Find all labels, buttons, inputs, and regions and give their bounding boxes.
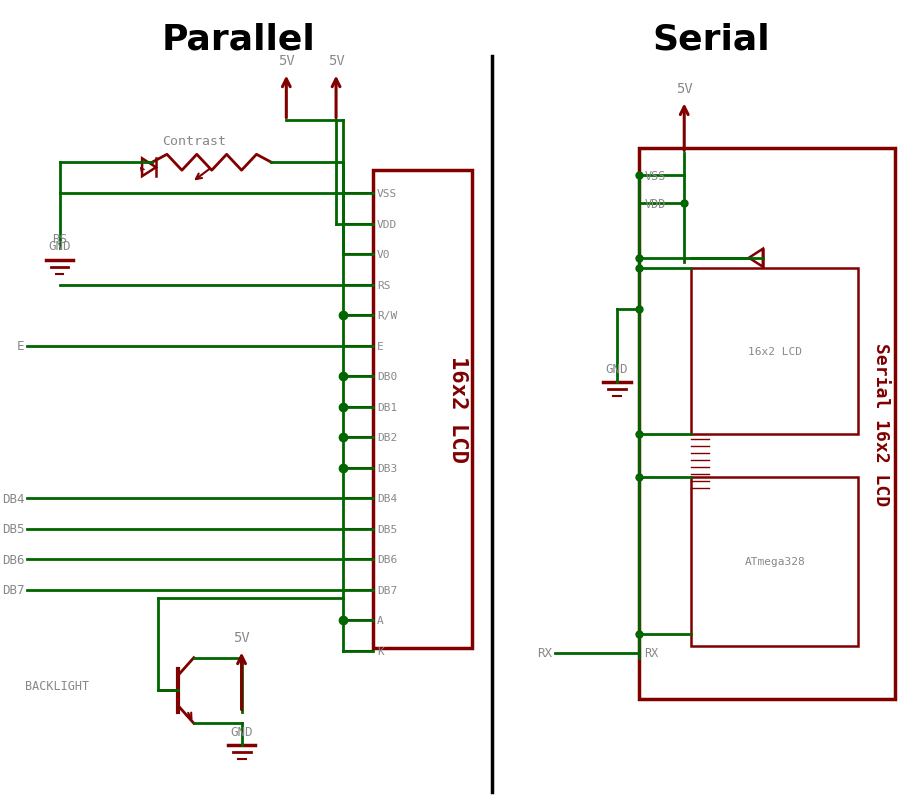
Text: GND: GND xyxy=(230,725,252,738)
Text: RS: RS xyxy=(52,233,67,246)
Bar xyxy=(691,477,858,646)
Text: E: E xyxy=(377,341,384,351)
Text: DB5: DB5 xyxy=(2,523,25,536)
Text: DB1: DB1 xyxy=(377,402,397,412)
Text: DB7: DB7 xyxy=(377,585,397,595)
Text: BACKLIGHT: BACKLIGHT xyxy=(25,679,89,692)
Text: VDD: VDD xyxy=(644,198,666,210)
Text: DB3: DB3 xyxy=(377,463,397,473)
Text: ATmega328: ATmega328 xyxy=(744,556,805,566)
Text: RX: RX xyxy=(537,646,552,659)
Text: VSS: VSS xyxy=(377,189,397,199)
Text: Serial 16x2 LCD: Serial 16x2 LCD xyxy=(872,343,890,506)
Text: E: E xyxy=(17,340,25,353)
Text: 5V: 5V xyxy=(676,82,692,96)
Text: DB5: DB5 xyxy=(377,524,397,534)
Text: DB4: DB4 xyxy=(377,494,397,503)
Text: K: K xyxy=(377,646,384,656)
Text: DB2: DB2 xyxy=(377,433,397,442)
Text: Contrast: Contrast xyxy=(162,135,226,148)
Text: Parallel: Parallel xyxy=(162,22,316,57)
Text: 5V: 5V xyxy=(328,54,344,67)
Text: GND: GND xyxy=(605,362,628,375)
Text: DB7: DB7 xyxy=(2,584,25,597)
Text: RX: RX xyxy=(644,646,659,659)
Text: 16x2 LCD: 16x2 LCD xyxy=(448,356,468,463)
Text: 16x2 LCD: 16x2 LCD xyxy=(748,346,801,357)
Text: DB4: DB4 xyxy=(2,492,25,505)
Text: 5V: 5V xyxy=(233,630,250,644)
Text: Serial: Serial xyxy=(653,22,770,57)
Text: A: A xyxy=(377,615,384,626)
Text: DB6: DB6 xyxy=(2,553,25,566)
Text: DB0: DB0 xyxy=(377,372,397,381)
Text: DB6: DB6 xyxy=(377,555,397,565)
Text: R/W: R/W xyxy=(377,311,397,320)
Text: RS: RS xyxy=(377,280,390,290)
Text: 5V: 5V xyxy=(278,54,295,67)
Bar xyxy=(373,171,473,648)
Text: VDD: VDD xyxy=(377,219,397,230)
Text: GND: GND xyxy=(49,240,71,253)
Text: V0: V0 xyxy=(377,250,390,260)
Bar xyxy=(640,149,895,699)
Text: VSS: VSS xyxy=(644,169,666,182)
Bar xyxy=(691,268,858,434)
